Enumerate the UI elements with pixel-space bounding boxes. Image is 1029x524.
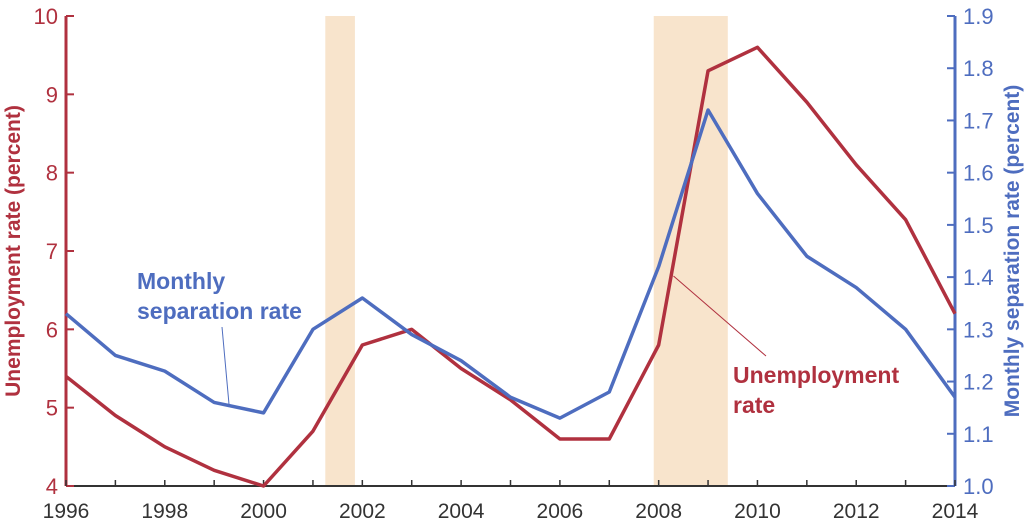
separation-rate-line [64,108,957,420]
right-tick-label: 1.1 [963,422,994,447]
x-tick-label: 2002 [339,500,386,523]
left-tick-label: 7 [46,239,58,264]
series-layer [64,45,957,488]
right-tick-label: 1.4 [963,265,994,290]
left-tick-label: 4 [46,474,58,499]
separation-label-line2: separation rate [137,298,302,324]
unemployment-label-line1: Unemployment [733,362,899,388]
left-axis-title: Unemployment rate (percent) [2,105,25,397]
x-tick-label: 1996 [43,500,90,523]
recession-shading-layer [325,16,728,486]
unemployment-leader-line [673,275,767,357]
x-tick-label: 1998 [141,500,188,523]
left-tick-label: 8 [46,161,58,186]
axes-layer: 4 5 6 7 8 9 10 1.0 1.1 1.2 1.3 1.4 1.5 1.6 1.7 1.8 1.9 19… [2,4,1024,523]
x-tick-label: 2012 [833,500,880,523]
x-tick-label: 2000 [240,500,287,523]
left-tick-label: 10 [34,4,58,29]
right-tick-label: 1.2 [963,370,994,395]
x-tick-label: 2004 [438,500,485,523]
recession-shading [653,16,728,486]
right-axis-title: Monthly separation rate (percent) [1001,85,1024,418]
unemployment-label-line2: rate [733,392,775,418]
x-tick-label: 2008 [635,500,682,523]
right-tick-label: 1.7 [963,108,994,133]
left-tick-label: 5 [46,396,58,421]
right-tick-label: 1.3 [963,317,994,342]
recession-shading [325,16,355,486]
x-tick-label: 2010 [734,500,781,523]
separation-label-line1: Monthly [137,268,225,294]
left-tick-label: 9 [46,82,58,107]
x-tick-label: 2014 [932,500,979,523]
x-tick-label: 2006 [537,500,584,523]
left-tick-label: 6 [46,317,58,342]
right-tick-label: 1.0 [963,474,994,499]
right-tick-label: 1.8 [963,56,994,81]
annotation-layer: Monthly separation rate Unemployment rate [137,268,899,418]
right-tick-label: 1.9 [963,4,994,29]
right-tick-label: 1.5 [963,213,994,238]
unemployment-rate-line [64,45,957,488]
separation-leader-line [221,326,230,405]
right-tick-label: 1.6 [963,161,994,186]
